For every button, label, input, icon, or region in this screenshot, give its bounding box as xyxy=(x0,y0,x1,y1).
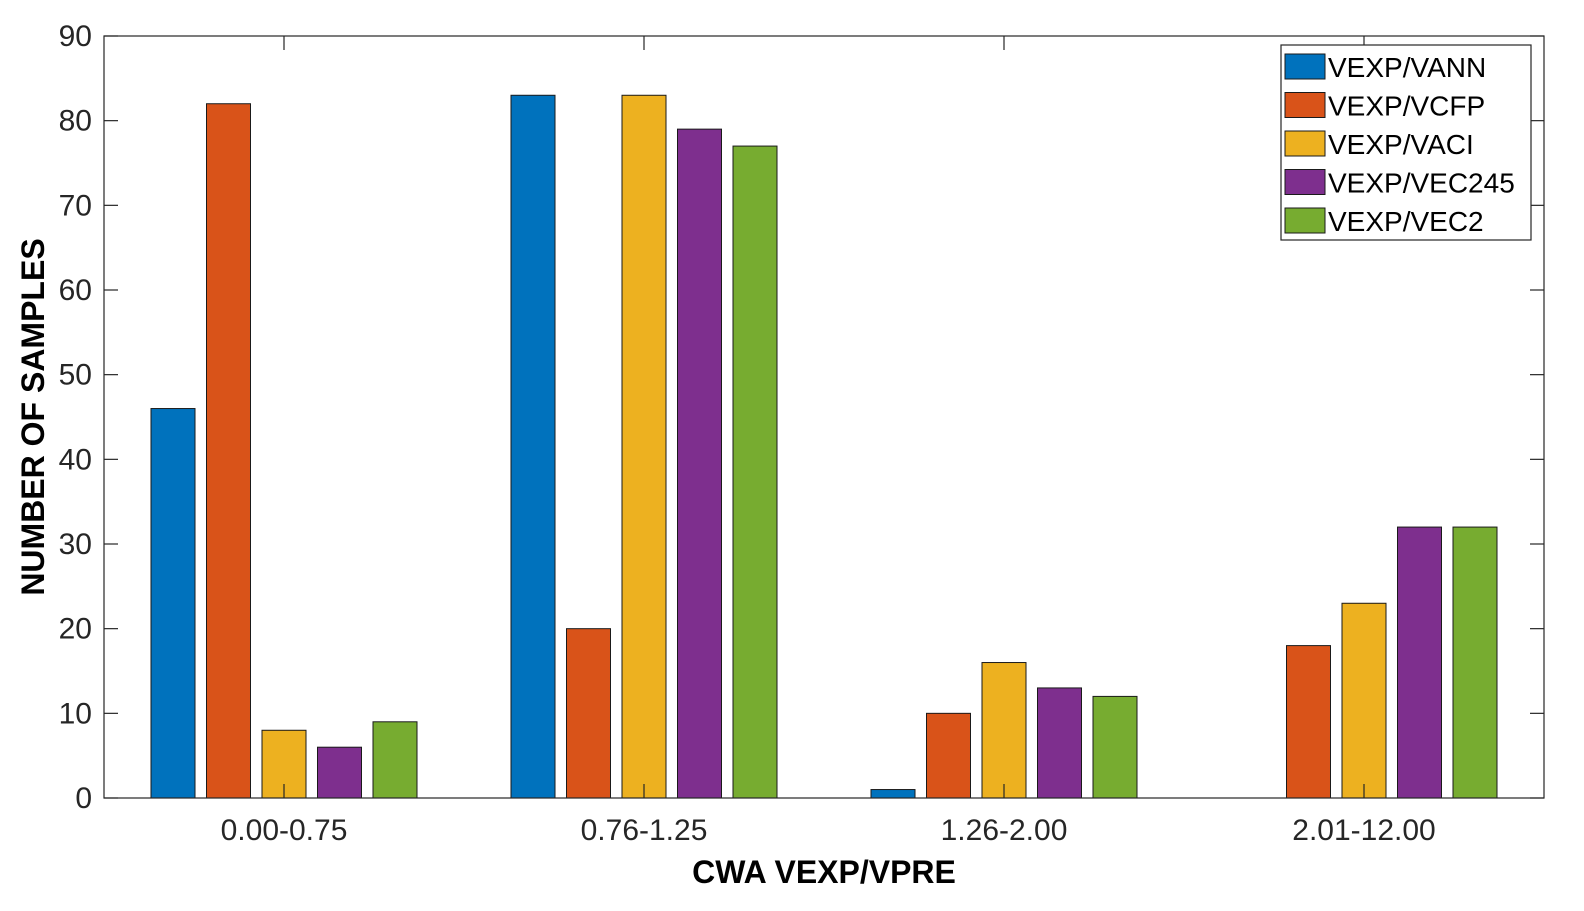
bar-vexp-vec2 xyxy=(1452,526,1498,799)
y-tick-labels: 0 10 20 30 40 50 60 70 80 90 xyxy=(59,20,92,815)
bar-vexp-vann xyxy=(510,94,556,799)
bar-vexp-vec245 xyxy=(317,746,362,799)
bar-vexp-vec2 xyxy=(372,721,418,799)
bar-vexp-vcfp xyxy=(1286,645,1331,799)
legend-label: VEXP/VACI xyxy=(1328,129,1474,160)
legend-label: VEXP/VCFP xyxy=(1328,91,1485,122)
y-tick-label: 40 xyxy=(59,443,92,476)
y-tick-label: 20 xyxy=(59,613,92,646)
bar-vexp-vcfp xyxy=(206,103,251,799)
bar-vexp-vaci xyxy=(1341,602,1387,799)
legend-swatch xyxy=(1284,130,1326,157)
legend-swatch xyxy=(1284,207,1326,234)
legend-label: VEXP/VEC245 xyxy=(1328,168,1515,199)
legend-label: VEXP/VEC2 xyxy=(1328,206,1484,237)
y-axis-label: NUMBER OF SAMPLES xyxy=(15,238,51,595)
bar-vexp-vann xyxy=(870,789,916,799)
y-tick-label: 0 xyxy=(75,782,92,815)
x-tick-label: 0.00-0.75 xyxy=(221,814,348,847)
bar-vexp-vec245 xyxy=(677,128,722,799)
y-tick-label: 90 xyxy=(59,20,92,53)
bar-vexp-vaci xyxy=(981,662,1027,799)
legend-swatch xyxy=(1284,92,1326,118)
ticks-layer xyxy=(104,35,1544,799)
bar-vexp-vann xyxy=(150,408,196,799)
plot-frame xyxy=(103,35,1545,799)
bar-vexp-vcfp xyxy=(926,712,971,799)
x-tick-label: 1.26-2.00 xyxy=(941,814,1068,847)
legend-label: VEXP/VANN xyxy=(1328,52,1486,83)
legend-swatch xyxy=(1284,53,1326,80)
x-tick-label: 2.01-12.00 xyxy=(1292,814,1435,847)
legend: VEXP/VANN VEXP/VCFP VEXP/VACI VEXP/VEC245 VE… xyxy=(1280,44,1532,241)
y-tick-label: 70 xyxy=(59,189,92,222)
legend-swatch xyxy=(1284,169,1326,195)
bar-vexp-vec2 xyxy=(1092,695,1138,799)
x-tick-label: 0.76-1.25 xyxy=(581,814,708,847)
bar-vexp-vec245 xyxy=(1397,526,1442,799)
x-tick-labels: 0.00-0.75 0.76-1.25 1.26-2.00 2.01-12.00 xyxy=(221,814,1436,847)
bars-layer xyxy=(150,94,1498,799)
y-tick-label: 10 xyxy=(59,697,92,730)
bar-vexp-vec245 xyxy=(1037,687,1082,799)
bar-vexp-vcfp xyxy=(566,628,611,799)
y-tick-label: 50 xyxy=(59,359,92,392)
bar-vexp-vaci xyxy=(621,94,667,799)
y-tick-label: 80 xyxy=(59,105,92,138)
bar-vexp-vec2 xyxy=(732,145,778,799)
y-tick-label: 60 xyxy=(59,274,92,307)
x-axis-label: CWA VEXP/VPRE xyxy=(692,854,956,890)
y-tick-label: 30 xyxy=(59,528,92,561)
